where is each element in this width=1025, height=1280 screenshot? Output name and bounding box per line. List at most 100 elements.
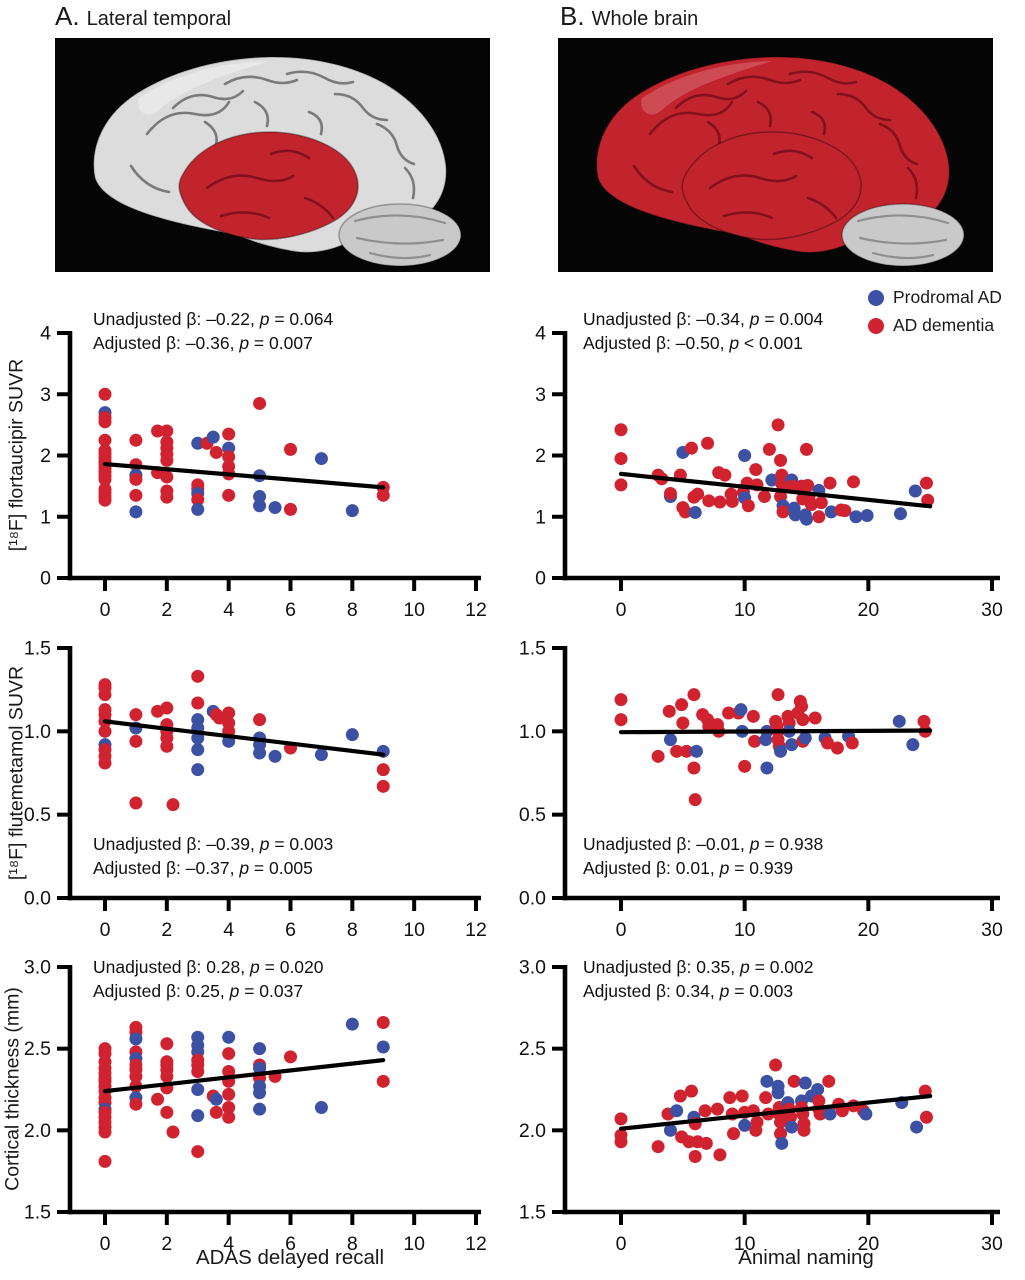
- data-point-prodromal: [800, 512, 813, 526]
- x-tick-label: 0: [616, 599, 627, 621]
- x-tick-label: 30: [981, 599, 1003, 621]
- data-point-prodromal: [910, 1120, 924, 1134]
- y-tick-label: 2.0: [519, 1120, 546, 1142]
- data-point-dementia: [222, 488, 236, 502]
- data-point-dementia: [735, 1089, 749, 1103]
- data-point-dementia: [804, 498, 818, 511]
- panel-b-name: Whole brain: [591, 8, 699, 30]
- data-point-dementia: [284, 1050, 297, 1064]
- y-tick-label: 3: [40, 384, 51, 406]
- data-point-dementia: [129, 1097, 143, 1111]
- data-point-dementia: [673, 1089, 687, 1103]
- data-point-dementia: [651, 749, 665, 763]
- x-axis-title-animal-naming: Animal naming: [738, 1246, 874, 1269]
- data-point-prodromal: [893, 507, 907, 521]
- y-tick-label: 0.5: [519, 804, 546, 826]
- brain-render-svg: [558, 38, 993, 272]
- data-point-dementia: [718, 468, 732, 482]
- x-tick-label: 30: [981, 919, 1003, 941]
- data-point-prodromal: [345, 504, 359, 518]
- data-point-prodromal: [253, 1086, 267, 1100]
- x-tick-label: 10: [734, 599, 756, 621]
- data-point-prodromal: [771, 1086, 785, 1100]
- data-point-dementia: [222, 450, 236, 464]
- data-point-dementia: [783, 1110, 797, 1124]
- data-point-dementia: [830, 741, 844, 755]
- data-point-dementia: [710, 1102, 724, 1116]
- data-point-dementia: [222, 1110, 236, 1124]
- data-point-dementia: [796, 713, 810, 727]
- data-point-dementia: [98, 1154, 112, 1168]
- data-point-prodromal: [798, 1076, 812, 1090]
- legend-label-dementia: AD dementia: [893, 315, 995, 335]
- y-tick-label: 1: [40, 506, 51, 528]
- data-point-prodromal: [314, 452, 328, 466]
- data-point-dementia: [675, 698, 689, 712]
- data-point-dementia: [284, 502, 297, 516]
- data-point-dementia: [738, 759, 752, 773]
- data-point-dementia: [614, 693, 628, 707]
- x-tick-label: 10: [403, 1233, 425, 1255]
- y-axis-title-flutemetamol: [¹⁸F] flutemetamol SUVR: [5, 665, 28, 881]
- y-tick-label: 2.5: [24, 1038, 51, 1060]
- data-point-prodromal: [129, 1032, 143, 1046]
- data-point-dementia: [774, 1115, 788, 1129]
- data-point-prodromal: [785, 1120, 799, 1134]
- legend-label-prodromal: Prodromal AD: [893, 287, 1002, 307]
- x-tick-label: 2: [161, 599, 172, 621]
- y-axis-title-flortaucipir: [¹⁸F] flortaucipir SUVR: [5, 358, 28, 552]
- data-point-dementia: [749, 463, 763, 477]
- y-tick-label: 3: [535, 384, 546, 406]
- data-point-prodromal: [345, 728, 359, 742]
- data-point-dementia: [160, 424, 174, 438]
- data-point-dementia: [727, 1127, 741, 1141]
- data-point-prodromal: [253, 1102, 267, 1116]
- trend-line: [102, 1057, 386, 1094]
- data-point-dementia: [222, 1100, 236, 1114]
- data-point-dementia: [775, 477, 789, 491]
- data-point-prodromal: [824, 505, 838, 519]
- x-tick-label: 4: [223, 1233, 234, 1255]
- data-point-prodromal: [760, 1074, 774, 1088]
- stats-annotation-b1: Unadjusted β: –0.34, p = 0.004 Adjusted …: [583, 309, 824, 353]
- data-point-dementia: [191, 493, 205, 507]
- y-tick-label: 4: [40, 323, 51, 345]
- data-point-dementia: [376, 763, 390, 777]
- panel-a-name: Lateral temporal: [86, 8, 232, 30]
- panel-a-letter: A.: [55, 1, 80, 31]
- y-tick-label: 0: [535, 568, 546, 590]
- data-point-dementia: [614, 478, 628, 492]
- data-point-dementia: [222, 706, 236, 720]
- data-point-dementia: [376, 1074, 390, 1088]
- data-point-prodromal: [268, 501, 282, 515]
- data-point-dementia: [160, 490, 174, 504]
- x-tick-label: 0: [100, 919, 111, 941]
- data-point-prodromal: [253, 499, 267, 513]
- x-tick-label: 0: [100, 599, 111, 621]
- y-tick-label: 1.0: [24, 721, 51, 743]
- data-point-dementia: [98, 433, 112, 447]
- data-point-dementia: [691, 487, 705, 501]
- data-point-prodromal: [823, 1107, 837, 1121]
- data-point-dementia: [614, 1135, 628, 1149]
- data-point-dementia: [191, 1145, 205, 1159]
- x-tick-label: 10: [734, 919, 756, 941]
- data-point-dementia: [614, 713, 628, 727]
- y-tick-label: 3.0: [519, 957, 546, 979]
- plot-a2: 0.0 0.5 1.0 1.5 0 2 4 6 8 10 12: [24, 638, 487, 942]
- data-point-dementia: [687, 761, 701, 775]
- data-point-dementia: [795, 699, 809, 713]
- data-point-dementia: [98, 724, 112, 738]
- data-point-dementia: [166, 798, 180, 812]
- data-point-dementia: [774, 1127, 788, 1141]
- panel-b-letter: B.: [560, 1, 585, 31]
- brain-image-whole-brain: [558, 38, 993, 272]
- x-tick-label: 20: [857, 1233, 879, 1255]
- data-point-dementia: [678, 505, 692, 519]
- data-point-dementia: [98, 688, 112, 702]
- x-tick-label: 2: [161, 919, 172, 941]
- data-point-prodromal: [345, 1017, 359, 1031]
